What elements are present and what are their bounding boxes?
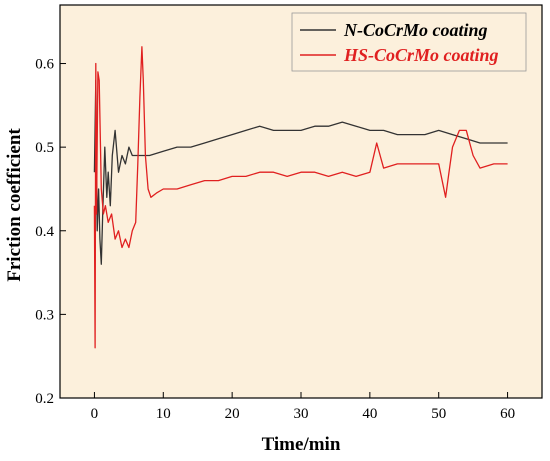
legend-label-n-cocrmo: N-CoCrMo coating [343, 20, 488, 40]
tick-layer: 0 10 20 30 40 50 60 0.2 0.3 0.4 0.5 0.6 [35, 57, 515, 422]
series-line-0 [93, 79, 508, 265]
series-line-1 [93, 46, 508, 349]
y-axis-title: Friction coefficient [4, 128, 25, 282]
x-tick-label: 0 [91, 406, 99, 422]
x-axis-title: Time/min [262, 434, 341, 455]
series-layer [93, 46, 508, 349]
y-tick-label: 0.5 [35, 140, 54, 156]
legend-box [291, 12, 527, 72]
x-tick-label: 10 [156, 406, 171, 422]
y-tick-label: 0.6 [35, 57, 54, 73]
y-tick-label: 0.3 [35, 307, 54, 323]
legend-label-hs-cocrmo: HS-CoCrMo coating [343, 45, 499, 65]
x-tick-label: 20 [225, 406, 240, 422]
x-tick-label: 60 [500, 406, 515, 422]
x-tick-label: 30 [294, 406, 309, 422]
y-tick-label: 0.4 [35, 224, 54, 240]
x-tick-label: 50 [431, 406, 446, 422]
x-tick-label: 40 [362, 406, 377, 422]
legend: N-CoCrMo coating HS-CoCrMo coating [291, 12, 527, 72]
y-tick-label: 0.2 [35, 391, 54, 407]
